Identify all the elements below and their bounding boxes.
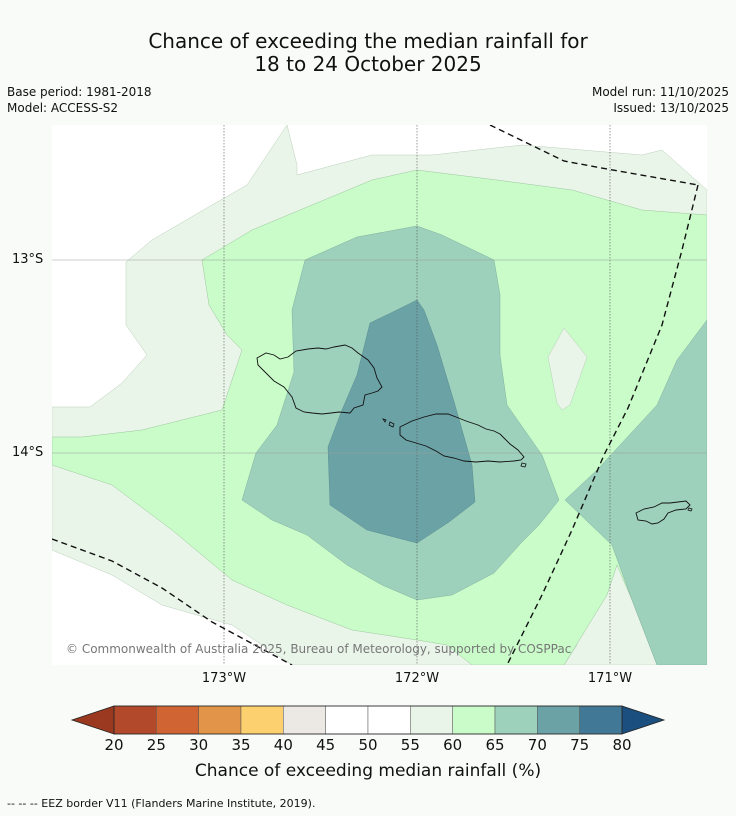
graticule-parallels [52, 259, 707, 454]
rainfall-map: © Commonwealth of Australia 2025, Bureau… [52, 125, 707, 665]
colorbar-segment [113, 705, 157, 735]
region-65-70-east [564, 319, 707, 665]
colorbar-segment [494, 705, 538, 735]
region-55-60-pocket [547, 327, 588, 411]
colorbar-tick-label: 60 [443, 736, 462, 754]
region-70-75 [327, 299, 476, 544]
model-name: Model: ACCESS-S2 [7, 101, 119, 115]
colorbar-tick-label: 55 [401, 736, 420, 754]
title-line-1: Chance of exceeding the median rainfall … [148, 29, 588, 53]
model-run: Model run: 11/10/2025 [591, 85, 729, 99]
savaii-island [256, 344, 383, 415]
colorbar-segment [325, 705, 369, 735]
colorbar-tick-label: 75 [570, 736, 589, 754]
colorbar-title: Chance of exceeding median rainfall (%) [194, 761, 542, 781]
colorbar-tick-label: 70 [528, 736, 547, 754]
colorbar-tick-label: 50 [358, 736, 377, 754]
meta-left: Base period: 1981-2018 Model: ACCESS-S2 [7, 84, 152, 116]
colorbar: 20 25 30 35 40 45 50 55 60 65 70 75 80 [70, 705, 666, 754]
lat-label-14s: 14°S [12, 445, 44, 460]
graticule-meridians [223, 125, 611, 665]
colorbar-segment [367, 705, 411, 735]
aunuu-islet [687, 507, 693, 512]
colorbar-outline [113, 705, 623, 735]
map-title: Chance of exceeding the median rainfall … [0, 30, 736, 76]
colorbar-segment [156, 705, 199, 735]
tutuila-island [635, 500, 691, 525]
colorbar-segment [410, 705, 453, 735]
colorbar-segment [579, 705, 623, 735]
lat-label-13s: 13°S [12, 252, 44, 267]
colorbar-tick-label: 80 [612, 736, 631, 754]
aleipata-islet [520, 462, 527, 468]
copyright-text: © Commonwealth of Australia 2025, Bureau… [66, 642, 571, 656]
colorbar-segment [537, 705, 580, 735]
base-period: Base period: 1981-2018 [7, 85, 152, 99]
lon-label-171w: 171°W [587, 671, 633, 686]
colorbar-tick-label: 45 [316, 736, 335, 754]
colorbar-segment [198, 705, 242, 735]
colorbar-tick-label: 40 [274, 736, 293, 754]
lon-label-173w: 173°W [201, 671, 247, 686]
meta-right: Model run: 11/10/2025 Issued: 13/10/2025 [592, 84, 729, 116]
colorbar-tick-label: 30 [189, 736, 208, 754]
title-line-2: 18 to 24 October 2025 [254, 52, 482, 76]
eez-borders [52, 125, 699, 665]
eez-footer-note: -- -- -- EEZ border V11 (Flanders Marine… [7, 797, 316, 810]
issued-date: Issued: 13/10/2025 [613, 101, 729, 115]
colorbar-segment [283, 705, 326, 735]
lon-label-172w: 172°W [394, 671, 440, 686]
manono-islet [388, 421, 395, 428]
colorbar-tick-label: 25 [147, 736, 166, 754]
colorbar-over-triangle [621, 705, 666, 735]
colorbar-under-triangle [70, 705, 115, 735]
apolima-islet [382, 418, 387, 423]
colorbar-segment [240, 705, 284, 735]
colorbar-tick-label: 35 [231, 736, 250, 754]
colorbar-tick-label: 20 [104, 736, 123, 754]
colorbar-tick-label: 65 [485, 736, 504, 754]
colorbar-segment [452, 705, 496, 735]
upolu-island [399, 413, 525, 463]
